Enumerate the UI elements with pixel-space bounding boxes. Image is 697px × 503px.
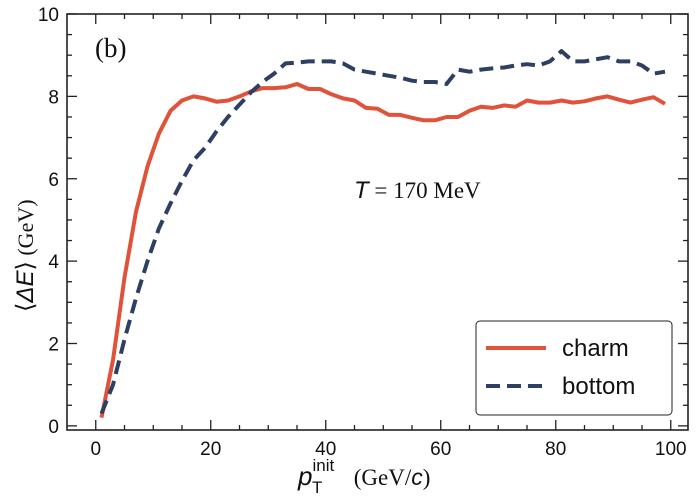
temperature-annotation: T = 170 MeV [354, 177, 481, 204]
legend: charm bottom [475, 320, 673, 416]
y-tick-label: 10 [38, 5, 59, 26]
series-line-charm [99, 82, 666, 418]
y-tick-label: 6 [48, 170, 59, 191]
x-tick-label: 40 [315, 439, 336, 460]
x-tick-label: 80 [545, 439, 566, 460]
axis-tick-labels: 0 20 40 60 80 100 0 2 4 6 8 10 [38, 5, 687, 460]
legend-label-bottom: bottom [562, 373, 635, 400]
y-tick-label: 8 [48, 87, 59, 108]
x-axis-label: pinit T (GeV/c) [297, 456, 430, 497]
x-tick-label: 0 [90, 439, 101, 460]
panel-label: (b) [95, 33, 126, 63]
y-tick-label: 0 [48, 417, 59, 438]
series-lines [99, 49, 666, 418]
plot-frame [66, 13, 689, 431]
y-tick-label: 2 [48, 335, 59, 356]
x-tick-label: 100 [655, 439, 687, 460]
y-axis-label: ⟨ΔE⟩ (GeV) [12, 199, 39, 312]
axis-ticks [67, 13, 688, 430]
x-tick-label: 20 [200, 439, 221, 460]
x-tick-label: 60 [430, 439, 451, 460]
legend-label-charm: charm [562, 335, 629, 362]
series-line-bottom [99, 49, 666, 415]
y-tick-label: 4 [48, 252, 59, 273]
legend-box [475, 320, 673, 416]
